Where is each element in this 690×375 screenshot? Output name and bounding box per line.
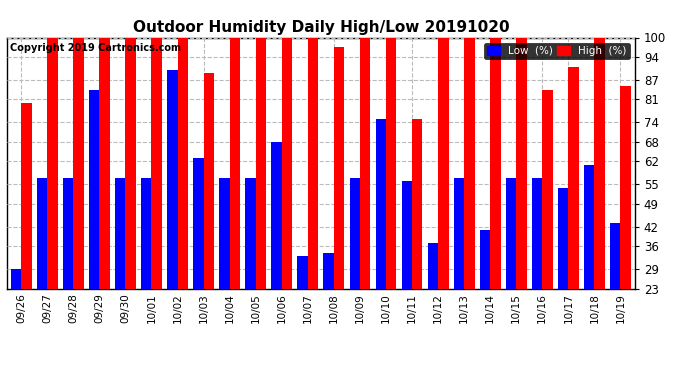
Title: Outdoor Humidity Daily High/Low 20191020: Outdoor Humidity Daily High/Low 20191020: [132, 20, 509, 35]
Bar: [375, 119, 386, 289]
Bar: [360, 38, 371, 289]
Bar: [594, 38, 605, 289]
Bar: [558, 188, 569, 289]
Bar: [569, 67, 579, 289]
Bar: [37, 178, 48, 289]
Bar: [584, 165, 594, 289]
Bar: [532, 178, 542, 289]
Bar: [324, 253, 334, 289]
Bar: [193, 158, 204, 289]
Bar: [230, 38, 240, 289]
Bar: [271, 142, 282, 289]
Bar: [177, 38, 188, 289]
Bar: [620, 87, 631, 289]
Bar: [386, 38, 397, 289]
Bar: [141, 178, 152, 289]
Bar: [464, 38, 475, 289]
Bar: [48, 38, 58, 289]
Bar: [63, 178, 73, 289]
Bar: [490, 38, 501, 289]
Bar: [480, 230, 490, 289]
Bar: [115, 178, 126, 289]
Bar: [256, 38, 266, 289]
Legend: Low  (%), High  (%): Low (%), High (%): [484, 43, 629, 59]
Bar: [297, 256, 308, 289]
Bar: [73, 38, 83, 289]
Bar: [89, 90, 99, 289]
Bar: [334, 47, 344, 289]
Bar: [506, 178, 516, 289]
Bar: [454, 178, 464, 289]
Bar: [542, 90, 553, 289]
Bar: [402, 181, 412, 289]
Bar: [11, 269, 21, 289]
Bar: [152, 38, 162, 289]
Bar: [282, 38, 292, 289]
Bar: [167, 70, 177, 289]
Bar: [126, 38, 136, 289]
Bar: [308, 38, 318, 289]
Bar: [610, 224, 620, 289]
Bar: [204, 74, 214, 289]
Bar: [21, 103, 32, 289]
Bar: [412, 119, 422, 289]
Bar: [438, 38, 449, 289]
Bar: [428, 243, 438, 289]
Bar: [99, 38, 110, 289]
Bar: [219, 178, 230, 289]
Text: Copyright 2019 Cartronics.com: Copyright 2019 Cartronics.com: [10, 42, 181, 52]
Bar: [516, 38, 526, 289]
Bar: [245, 178, 256, 289]
Bar: [350, 178, 360, 289]
